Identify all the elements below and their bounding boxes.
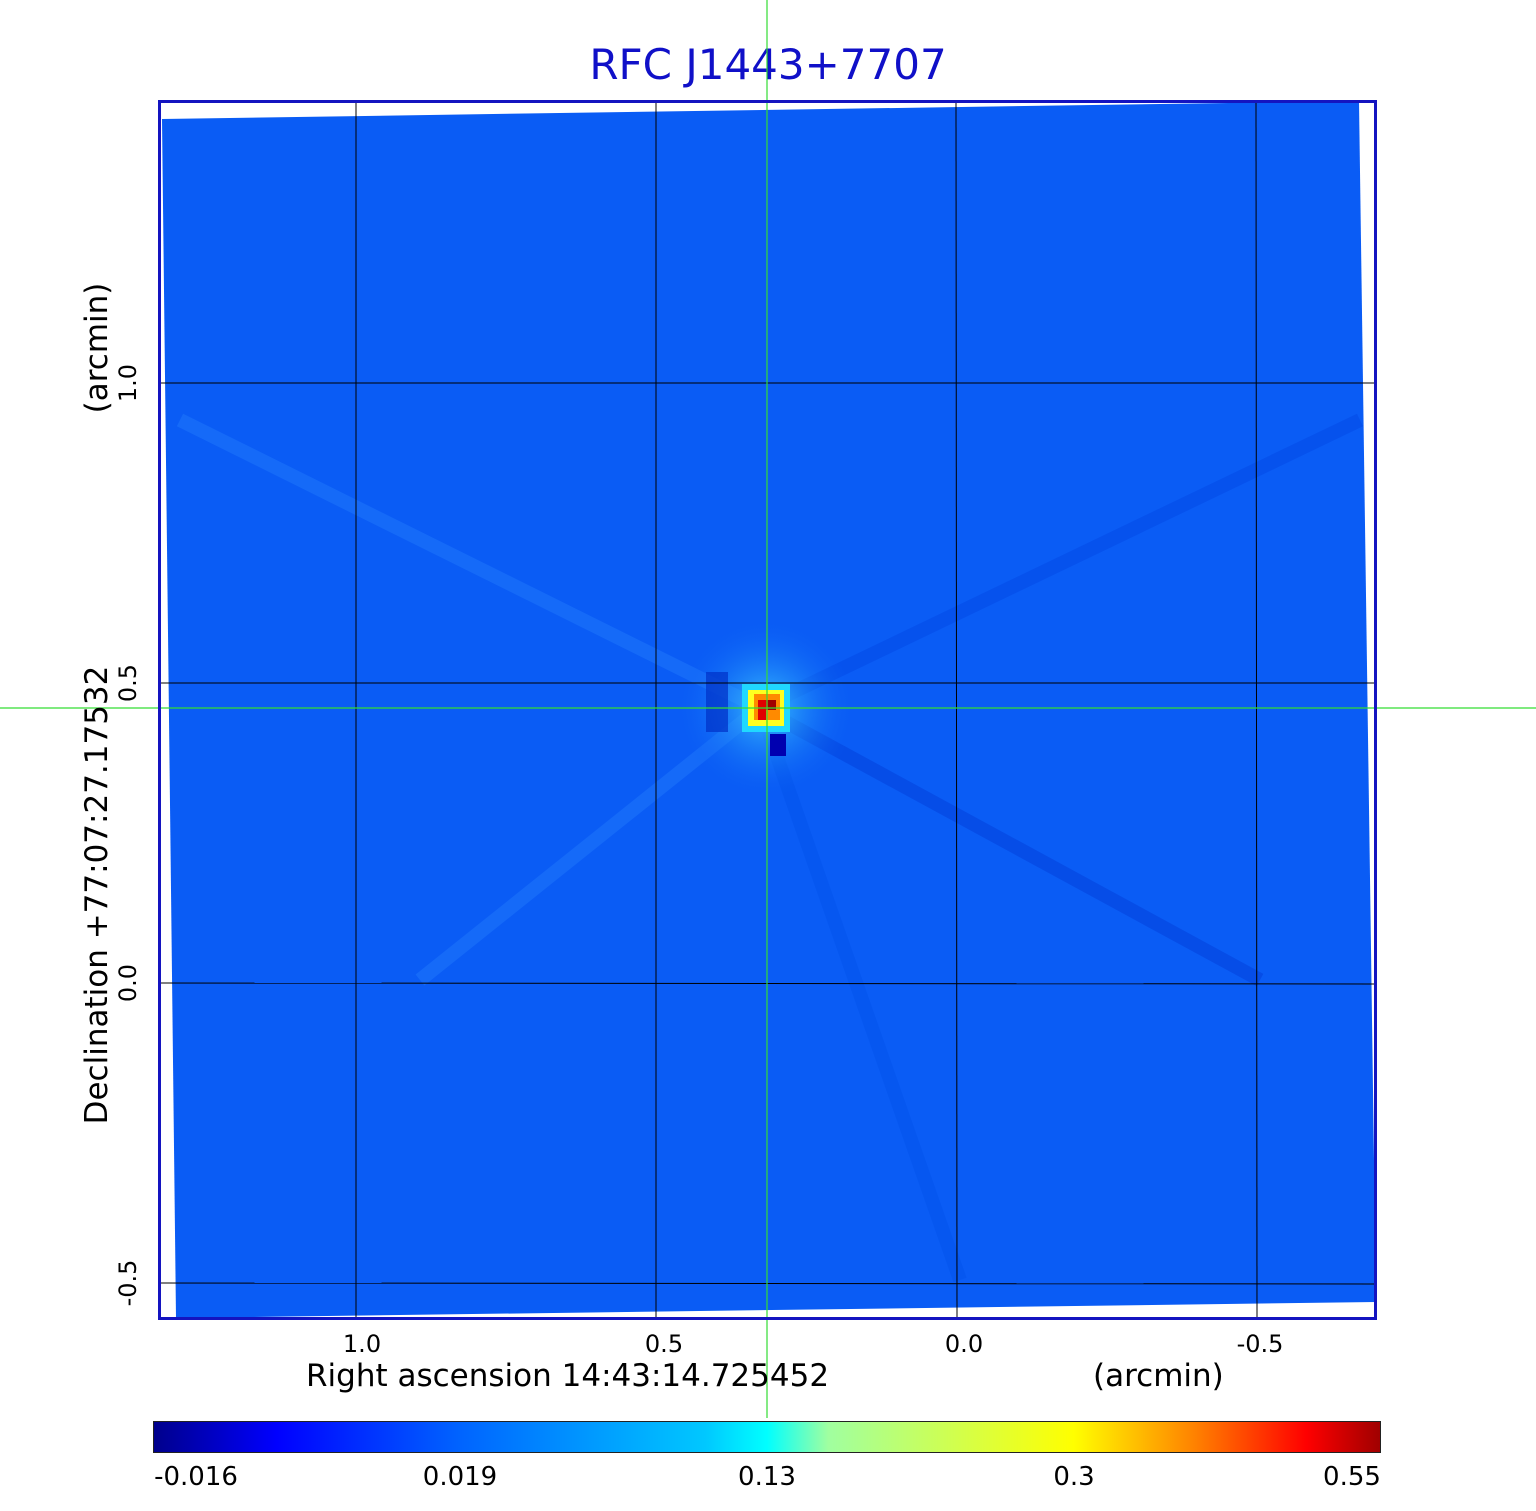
- x-axis-unit: (arcmin): [1093, 1358, 1224, 1394]
- colorbar-label: 0.3: [1053, 1462, 1095, 1492]
- y-tick-label: 1.0: [114, 363, 142, 403]
- x-tick-label: 1.0: [342, 1330, 382, 1358]
- colorbar-label: -0.016: [154, 1462, 238, 1492]
- y-tick-label: -0.5: [114, 1259, 142, 1307]
- colorbar-label: 0.019: [422, 1462, 498, 1492]
- x-tick-label: -0.5: [1236, 1330, 1284, 1358]
- colorbar-label: 0.13: [738, 1462, 796, 1492]
- plot-frame: [158, 100, 1377, 1320]
- y-tick-label: 0.0: [114, 963, 142, 1003]
- x-tick-label: 0.0: [944, 1330, 984, 1358]
- x-axis-label: Right ascension 14:43:14.725452: [306, 1358, 830, 1394]
- crosshair: [0, 0, 1536, 1418]
- y-axis-label: Declination +77:07:27.17532: [79, 665, 115, 1125]
- colorbar-label: 0.55: [1323, 1462, 1381, 1492]
- image-title: RFC J1443+7707: [589, 40, 947, 89]
- y-tick-label: 0.5: [114, 663, 142, 703]
- y-axis-unit: (arcmin): [79, 282, 115, 414]
- x-tick-label: 0.5: [644, 1330, 684, 1358]
- colorbar: [153, 1421, 1381, 1453]
